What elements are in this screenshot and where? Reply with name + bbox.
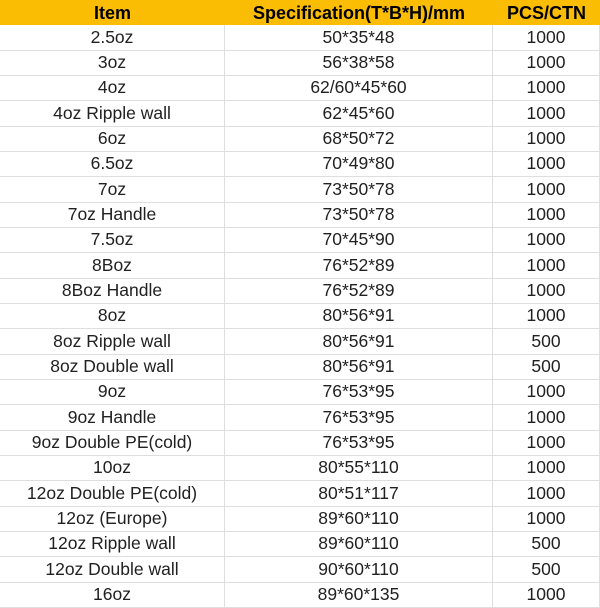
item-cell: 4oz: [0, 75, 225, 102]
table-body: 2.5oz 50*35*48 1000 3oz 56*38*58 1000 4oz 62/60…: [0, 25, 600, 608]
pcs-cell: 1000: [493, 582, 600, 608]
pcs-cell: 1000: [493, 455, 600, 482]
item-cell: 8Boz Handle: [0, 278, 225, 304]
item-cell: 7oz: [0, 177, 225, 203]
spec-cell: 70*49*80: [225, 151, 493, 178]
column-header-specification: Specification(T*B*H)/mm: [225, 0, 493, 26]
spec-cell: 76*52*89: [225, 253, 493, 279]
spec-cell: 56*38*58: [225, 50, 493, 76]
column-header-item: Item: [0, 0, 225, 26]
pcs-cell: 1000: [493, 253, 600, 279]
pcs-cell: 1000: [493, 379, 600, 406]
table-row: 7oz 73*50*78 1000: [0, 177, 600, 203]
table-row: 4oz 62/60*45*60 1000: [0, 75, 600, 102]
spec-cell: 80*56*91: [225, 354, 493, 380]
table-row: 9oz Handle 76*53*95 1000: [0, 405, 600, 431]
table-row: 8oz Ripple wall 80*56*91 500: [0, 329, 600, 355]
table-row: 8Boz 76*52*89 1000: [0, 253, 600, 279]
table-row: 7oz Handle 73*50*78 1000: [0, 202, 600, 228]
item-cell: 16oz: [0, 582, 225, 608]
pcs-cell: 1000: [493, 227, 600, 254]
pcs-cell: 1000: [493, 506, 600, 532]
table-row: 12oz (Europe) 89*60*110 1000: [0, 506, 600, 532]
table-row: 2.5oz 50*35*48 1000: [0, 25, 600, 51]
item-cell: 12oz Double PE(cold): [0, 481, 225, 507]
table-row: 16oz 89*60*135 1000: [0, 582, 600, 608]
table-row: 8Boz Handle 76*52*89 1000: [0, 278, 600, 304]
item-cell: 9oz: [0, 379, 225, 406]
pcs-cell: 1000: [493, 430, 600, 456]
pcs-cell: 1000: [493, 25, 600, 51]
item-cell: 7oz Handle: [0, 202, 225, 228]
table-row: 6.5oz 70*49*80 1000: [0, 151, 600, 178]
pcs-cell: 1000: [493, 481, 600, 507]
item-cell: 8oz Ripple wall: [0, 329, 225, 355]
table-header-row: Item Specification(T*B*H)/mm PCS/CTN: [0, 0, 600, 26]
item-cell: 12oz (Europe): [0, 506, 225, 532]
table-row: 6oz 68*50*72 1000: [0, 126, 600, 152]
spec-cell: 76*53*95: [225, 379, 493, 406]
table-row: 8oz Double wall 80*56*91 500: [0, 354, 600, 380]
item-cell: 3oz: [0, 50, 225, 76]
table-row: 9oz 76*53*95 1000: [0, 379, 600, 406]
spec-cell: 90*60*110: [225, 557, 493, 583]
spec-cell: 68*50*72: [225, 126, 493, 152]
spec-cell: 89*60*135: [225, 582, 493, 608]
spec-cell: 62/60*45*60: [225, 75, 493, 102]
spec-cell: 76*53*95: [225, 405, 493, 431]
item-cell: 12oz Double wall: [0, 557, 225, 583]
pcs-cell: 1000: [493, 405, 600, 431]
spec-cell: 62*45*60: [225, 101, 493, 127]
spec-cell: 80*56*91: [225, 329, 493, 355]
spec-cell: 89*60*110: [225, 506, 493, 532]
item-cell: 4oz Ripple wall: [0, 101, 225, 127]
item-cell: 7.5oz: [0, 227, 225, 254]
pcs-cell: 1000: [493, 50, 600, 76]
item-cell: 12oz Ripple wall: [0, 531, 225, 558]
spec-cell: 50*35*48: [225, 25, 493, 51]
item-cell: 6.5oz: [0, 151, 225, 178]
pcs-cell: 500: [493, 557, 600, 583]
table-row: 9oz Double PE(cold) 76*53*95 1000: [0, 430, 600, 456]
table-row: 12oz Double wall 90*60*110 500: [0, 557, 600, 583]
item-cell: 2.5oz: [0, 25, 225, 51]
item-cell: 8oz: [0, 303, 225, 330]
table-row: 12oz Double PE(cold) 80*51*117 1000: [0, 481, 600, 507]
table-row: 8oz 80*56*91 1000: [0, 303, 600, 330]
pcs-cell: 500: [493, 354, 600, 380]
pcs-cell: 1000: [493, 303, 600, 330]
pcs-cell: 1000: [493, 101, 600, 127]
spec-cell: 76*53*95: [225, 430, 493, 456]
pcs-cell: 500: [493, 531, 600, 558]
spec-cell: 89*60*110: [225, 531, 493, 558]
spec-cell: 76*52*89: [225, 278, 493, 304]
pcs-cell: 1000: [493, 151, 600, 178]
spec-cell: 70*45*90: [225, 227, 493, 254]
table-row: 7.5oz 70*45*90 1000: [0, 227, 600, 254]
item-cell: 6oz: [0, 126, 225, 152]
spec-cell: 80*51*117: [225, 481, 493, 507]
item-cell: 9oz Double PE(cold): [0, 430, 225, 456]
item-cell: 8Boz: [0, 253, 225, 279]
table-row: 3oz 56*38*58 1000: [0, 50, 600, 76]
item-cell: 9oz Handle: [0, 405, 225, 431]
pcs-cell: 500: [493, 329, 600, 355]
table-row: 12oz Ripple wall 89*60*110 500: [0, 531, 600, 558]
item-cell: 10oz: [0, 455, 225, 482]
table-row: 4oz Ripple wall 62*45*60 1000: [0, 101, 600, 127]
column-header-pcs-ctn: PCS/CTN: [493, 0, 600, 26]
spec-cell: 80*55*110: [225, 455, 493, 482]
pcs-cell: 1000: [493, 126, 600, 152]
spec-cell: 80*56*91: [225, 303, 493, 330]
pcs-cell: 1000: [493, 177, 600, 203]
pcs-cell: 1000: [493, 278, 600, 304]
table-row: 10oz 80*55*110 1000: [0, 455, 600, 482]
pcs-cell: 1000: [493, 75, 600, 102]
item-cell: 8oz Double wall: [0, 354, 225, 380]
spec-cell: 73*50*78: [225, 202, 493, 228]
pcs-cell: 1000: [493, 202, 600, 228]
spec-cell: 73*50*78: [225, 177, 493, 203]
